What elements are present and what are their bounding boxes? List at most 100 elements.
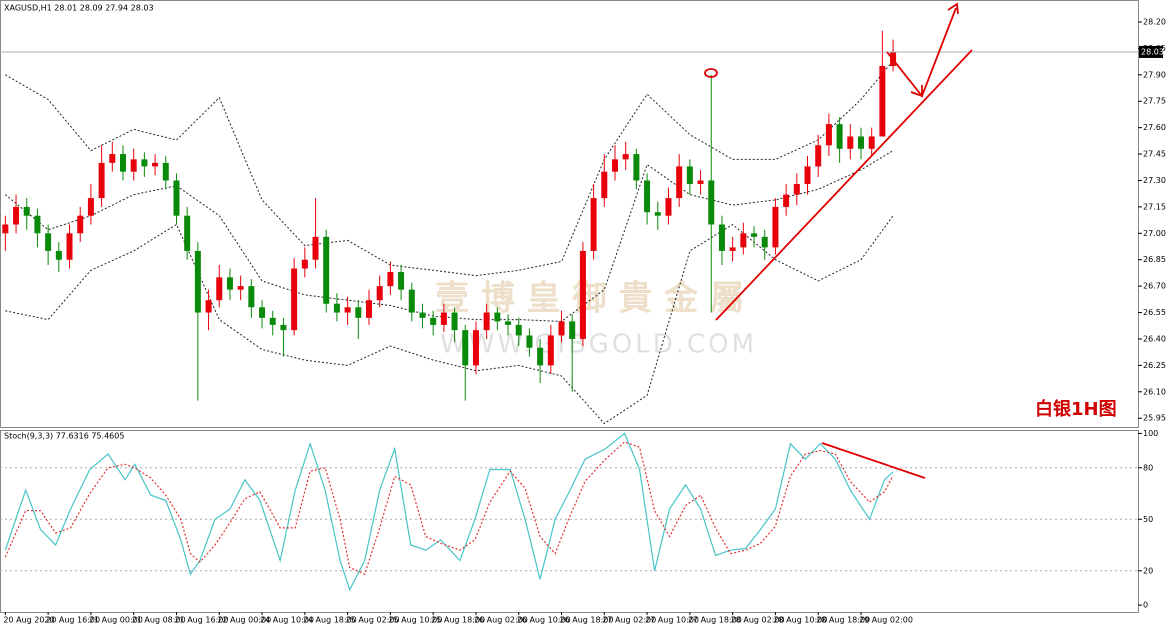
candle-body (804, 166, 811, 185)
y-tick-label: 26.55 (1143, 308, 1166, 317)
candle-body (590, 198, 597, 251)
candle-body (783, 194, 790, 207)
candle-body (665, 198, 672, 216)
candle-body (408, 289, 415, 313)
candle-body (66, 233, 73, 260)
candle-body (259, 307, 266, 318)
candle-body (537, 347, 544, 366)
candle-body (815, 145, 822, 167)
candle-body (483, 312, 490, 331)
candle-body (162, 162, 169, 181)
hand-drawings (704, 2, 973, 479)
candle-body (697, 180, 704, 185)
candle-body (280, 324, 287, 331)
candle-body (505, 321, 512, 325)
candle-body (847, 136, 854, 149)
main-panel (0, 0, 1139, 428)
x-tick-label: 26 Aug 18:00 (560, 616, 614, 625)
candle-body (23, 206, 30, 216)
candle-body (558, 321, 565, 336)
candle-body (857, 136, 864, 149)
stoch-title: Stoch(9,3,3) 77.6316 75.4605 (4, 432, 124, 441)
arrow-head (947, 2, 959, 15)
candle-body (141, 159, 148, 167)
x-tick-label: 26 Aug 02:00 (474, 616, 528, 625)
stoch-panel (0, 430, 1139, 613)
candle-body (98, 162, 105, 199)
y-tick-label: 27.75 (1143, 97, 1166, 106)
candle-body (130, 159, 137, 172)
y-tick-label: 50 (1143, 515, 1153, 524)
header: XAGUSD,H1 28.01 28.09 27.94 28.03 (4, 4, 154, 13)
candle-body (387, 272, 394, 287)
x-tick-label: 26 Aug 10:00 (517, 616, 571, 625)
y-tick-label: 26.40 (1143, 334, 1166, 343)
candle-body (216, 277, 223, 301)
x-tick-label: 27 Aug 10:00 (645, 616, 699, 625)
candle-body (419, 312, 426, 318)
x-tick-label: 25 Aug 10:00 (388, 616, 442, 625)
candle-body (365, 300, 372, 318)
y-tick-label: 26.85 (1143, 255, 1166, 264)
x-tick-label: 24 Aug 10:00 (260, 616, 314, 625)
candle-body (55, 250, 62, 260)
candle-body (355, 307, 362, 318)
candle-body (398, 272, 405, 290)
y-tick-label: 28.20 (1143, 18, 1166, 27)
candle-body (248, 286, 255, 308)
watermark: 壹 博 皇 御 貴 金 屬 (435, 279, 744, 319)
candle-body (601, 171, 608, 199)
candle-body (184, 215, 191, 251)
y-tick-label: 26.25 (1143, 361, 1166, 370)
x-tick-label: 27 Aug 02:00 (602, 616, 656, 625)
candle-body (34, 215, 41, 234)
x-tick-label: 27 Aug 18:00 (688, 616, 742, 625)
candle-body (291, 268, 298, 331)
candle-body (430, 317, 437, 325)
candle-body (344, 307, 351, 313)
candle-body (708, 180, 715, 225)
candle-body (579, 250, 586, 339)
arrow-head (910, 85, 923, 98)
current-price-box (1139, 45, 1163, 58)
x-tick-label: 24 Aug 18:00 (303, 616, 357, 625)
candle-body (269, 317, 276, 325)
candle-body (205, 300, 212, 313)
y-tick-label: 0 (1143, 601, 1148, 610)
y-tick-label: 26.70 (1143, 282, 1166, 291)
candle-body (515, 324, 522, 336)
candle-body (472, 330, 479, 366)
bollinger-upper (5, 60, 894, 277)
candle-body (740, 233, 747, 248)
y-tick-label: 80 (1143, 463, 1153, 472)
candle-body (622, 154, 629, 160)
candle-body (633, 154, 640, 181)
candle-body (654, 212, 661, 216)
candle-body (119, 154, 126, 172)
candle-body (226, 277, 233, 290)
x-tick-label: 22 Aug 00:00 (217, 616, 271, 625)
candle-body (440, 312, 447, 325)
y-tick-label: 27.45 (1143, 150, 1166, 159)
candle-body (13, 206, 20, 225)
candle-body (793, 184, 800, 195)
x-tick-label: 20 Aug 16:00 (46, 616, 100, 625)
candle-body (462, 330, 469, 366)
watermark-url: WWW.GIBGOLD.COM (440, 330, 757, 360)
y-tick-label: 26.10 (1143, 387, 1166, 396)
x-tick-label: 21 Aug 08:00 (132, 616, 186, 625)
x-tick-label: 20 Aug 2020 (3, 616, 54, 625)
candle-body (569, 321, 576, 339)
y-tick-label: 27.60 (1143, 123, 1166, 132)
y-tick-label: 27.15 (1143, 202, 1166, 211)
candle-body (686, 166, 693, 185)
y-tick-label: 27.30 (1143, 176, 1166, 185)
y-tick-label: 20 (1143, 566, 1153, 575)
candle-body (45, 233, 52, 251)
x-tick-label: 28 Aug 10:00 (773, 616, 827, 625)
candle-body (376, 286, 383, 301)
candle-body (718, 224, 725, 251)
bollinger-middle (4, 150, 894, 322)
x-tick-label: 28 Aug 18:00 (816, 616, 870, 625)
